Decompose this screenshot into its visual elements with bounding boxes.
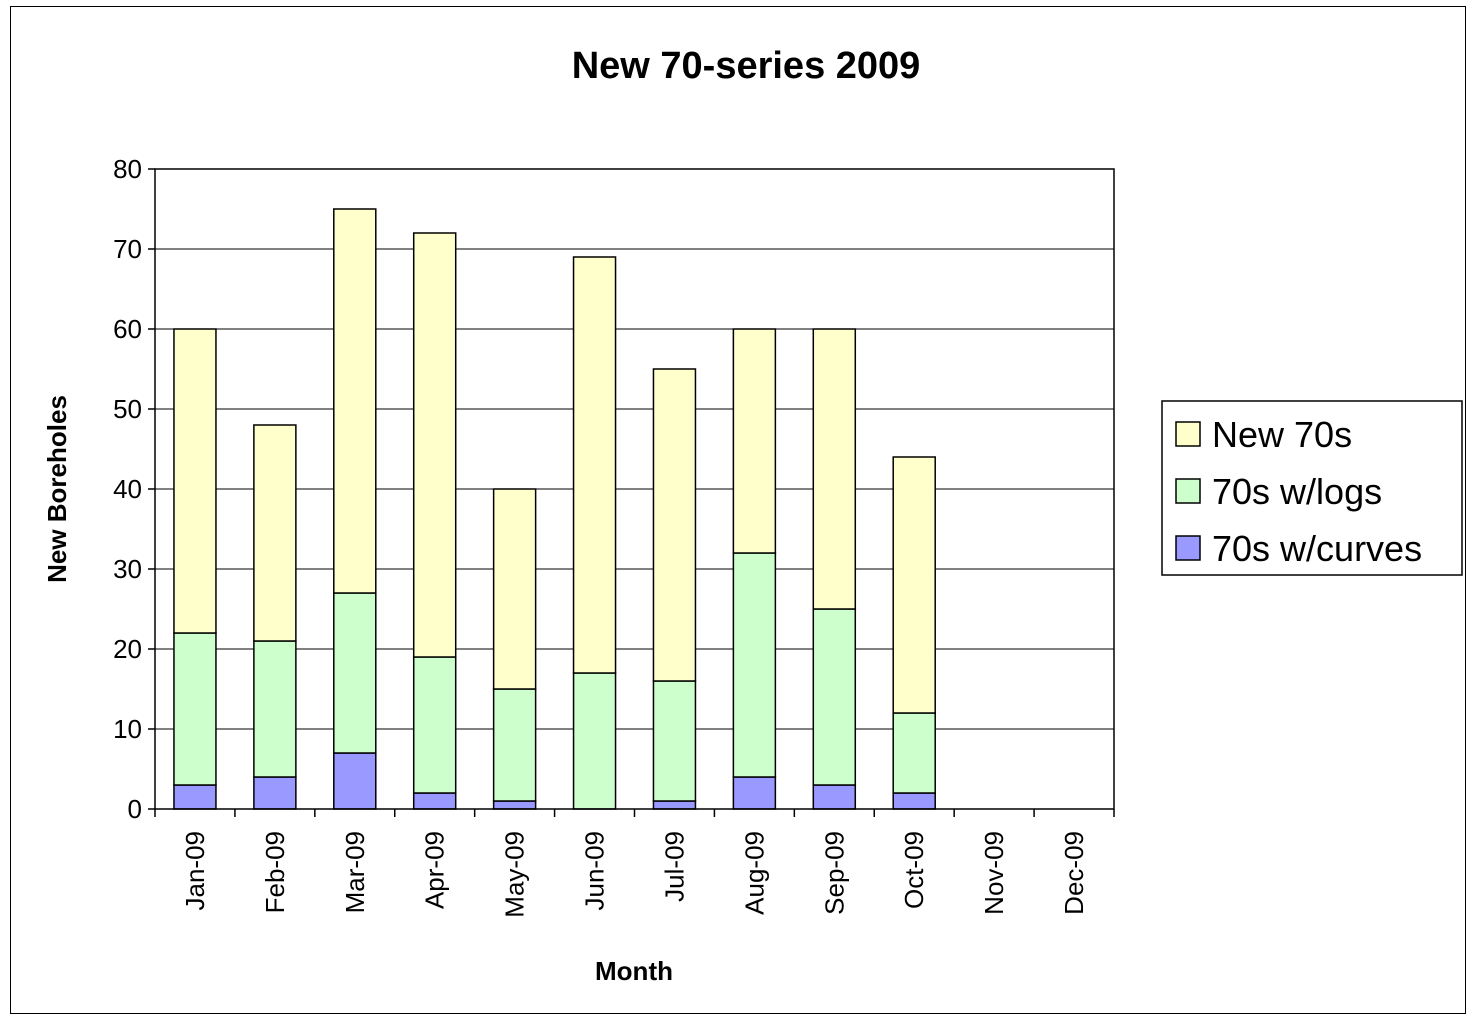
bar-segment xyxy=(412,232,457,658)
x-tick-label: Jun-09 xyxy=(580,831,610,911)
bar-segment xyxy=(333,592,377,754)
y-tick-label: 50 xyxy=(113,394,142,424)
x-tick-label: Mar-09 xyxy=(340,831,370,913)
y-tick-label: 60 xyxy=(113,314,142,344)
bar-segment xyxy=(492,688,537,802)
bar-segment xyxy=(572,256,617,674)
x-tick-label: Nov-09 xyxy=(979,831,1009,915)
bar-segment xyxy=(333,752,377,810)
bar-segment xyxy=(652,368,697,682)
x-tick-label: Dec-09 xyxy=(1059,831,1089,915)
y-tick-label: 80 xyxy=(113,154,142,184)
bar-segment xyxy=(732,776,777,810)
bar-segment xyxy=(812,784,857,810)
bar-segment xyxy=(732,552,777,778)
legend-swatch xyxy=(1175,478,1201,504)
y-tick-label: 20 xyxy=(113,634,142,664)
legend-label: 70s w/logs xyxy=(1212,471,1382,512)
bar-segment xyxy=(812,608,857,786)
legend-swatch xyxy=(1175,535,1201,561)
legend-label: 70s w/curves xyxy=(1212,528,1422,569)
x-tick-label: Sep-09 xyxy=(819,831,849,915)
x-tick-label: Oct-09 xyxy=(899,831,929,909)
bar-segment xyxy=(412,656,457,794)
bar-segment xyxy=(652,800,697,810)
legend: New 70s 70s w/logs 70s w/curves xyxy=(1161,400,1463,576)
bars xyxy=(173,208,936,810)
gridlines xyxy=(155,248,1114,730)
x-tick-label: May-09 xyxy=(500,831,530,918)
bar-segment xyxy=(253,424,297,642)
y-tick-label: 30 xyxy=(113,554,142,584)
chart-title: New 70-series 2009 xyxy=(572,45,921,87)
x-tick-label: Feb-09 xyxy=(260,831,290,913)
bar-segment xyxy=(253,640,297,778)
legend-box xyxy=(1161,400,1463,576)
bar-segment xyxy=(173,632,217,786)
x-axis: Jan-09 Feb-09 Mar-09 Apr-09 May-09 Jun-09 Jul-… xyxy=(154,809,1115,918)
bar-segment xyxy=(173,328,217,634)
bar-segment xyxy=(652,680,697,802)
y-tick-label: 0 xyxy=(128,794,142,824)
y-tick-label: 10 xyxy=(113,714,142,744)
bar-segment xyxy=(892,712,936,794)
y-tick-label: 40 xyxy=(113,474,142,504)
bar-segment xyxy=(572,672,617,810)
y-tick-label: 70 xyxy=(113,234,142,264)
x-tick-label: Jul-09 xyxy=(659,831,689,902)
bar-segment xyxy=(812,328,857,610)
x-tick-label: Aug-09 xyxy=(739,831,769,915)
bar-segment xyxy=(253,776,297,810)
legend-label: New 70s xyxy=(1212,414,1352,455)
bar-segment xyxy=(412,792,457,810)
y-axis-title: New Boreholes xyxy=(42,395,72,583)
bar-segment xyxy=(173,784,217,810)
bar-segment xyxy=(732,328,777,554)
legend-swatch xyxy=(1175,421,1201,447)
bar-segment xyxy=(492,800,537,810)
bar-segment xyxy=(892,792,936,810)
x-tick-label: Jan-09 xyxy=(180,831,210,911)
x-axis-title: Month xyxy=(595,956,673,986)
bar-segment xyxy=(492,488,537,690)
bar-segment xyxy=(333,208,377,594)
y-axis: 0 10 20 30 40 50 60 70 80 xyxy=(113,154,155,824)
bar-segment xyxy=(892,456,936,714)
x-tick-label: Apr-09 xyxy=(420,831,450,909)
